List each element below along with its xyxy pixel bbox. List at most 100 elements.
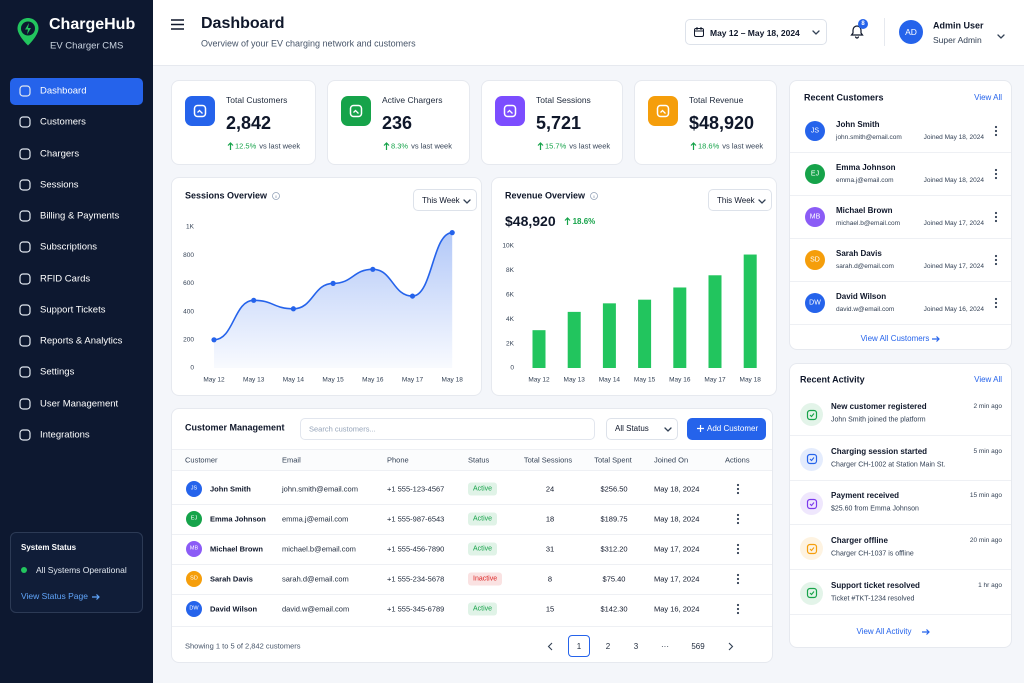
stat-icon — [648, 96, 678, 126]
data-point — [330, 280, 336, 286]
nav-item[interactable]: Chargers — [10, 140, 143, 167]
add-customer-button[interactable]: Add Customer — [687, 418, 766, 440]
x-tick-label: May 17 — [402, 377, 424, 384]
customer-avatar: EJ — [186, 511, 202, 527]
user-avatar[interactable]: AD — [899, 20, 923, 44]
nav-item[interactable]: Support Tickets — [10, 296, 143, 323]
x-tick-label: May 17 — [704, 377, 726, 384]
nav-label: Sessions — [40, 179, 79, 191]
item-actions[interactable] — [994, 211, 998, 223]
view-all-customers[interactable]: View All Customers — [860, 334, 930, 343]
nav-label: Support Tickets — [40, 304, 106, 316]
row-actions[interactable] — [736, 603, 740, 615]
nav-item[interactable]: Sessions — [10, 171, 143, 198]
nav-item[interactable]: Integrations — [10, 421, 143, 448]
icon-shape — [922, 629, 930, 635]
button-label: Add Customer — [707, 423, 759, 433]
date-chevron — [812, 30, 820, 35]
footer-arrow — [922, 629, 930, 635]
row-actions[interactable] — [736, 543, 740, 555]
row-actions[interactable] — [736, 573, 740, 585]
row-actions[interactable] — [736, 483, 740, 495]
stat-card: Total Sessions 5,721 15.7% vs last week — [481, 80, 623, 165]
page-link[interactable]: 2 — [605, 641, 611, 651]
icon-shape — [994, 176, 998, 180]
nav-label: Billing & Payments — [40, 210, 120, 222]
stat-change: 12.5% — [235, 141, 257, 151]
icon-shape — [736, 607, 740, 611]
nav-item[interactable]: Customers — [10, 109, 143, 136]
x-tick-label: May 15 — [634, 377, 656, 384]
logo — [17, 18, 39, 46]
joined-date: Joined May 16, 2024 — [923, 305, 984, 313]
nav-item[interactable]: Billing & Payments — [10, 203, 143, 230]
customer-table-card: Customer Management Search customers... Al… — [171, 408, 773, 663]
item-actions[interactable] — [994, 297, 998, 309]
avatar-initials: DW — [189, 605, 199, 612]
activity-title: Charging session started — [831, 446, 928, 456]
joined-date: Joined May 18, 2024 — [923, 176, 984, 184]
total-spent: $75.40 — [602, 574, 626, 584]
customer-avatar: EJ — [805, 164, 825, 184]
item-actions[interactable] — [994, 254, 998, 266]
bar — [743, 254, 757, 368]
status-badge: Active — [468, 542, 498, 556]
view-all-link[interactable]: View All — [974, 375, 1002, 384]
icon-shape — [463, 199, 471, 204]
avatar-initials: DW — [809, 299, 821, 307]
icon-shape — [193, 104, 207, 118]
y-tick-label: 10K — [502, 243, 514, 250]
item-actions[interactable] — [994, 125, 998, 137]
table-header-bg — [172, 449, 772, 471]
date-picker[interactable]: May 12 – May 18, 2024 — [685, 19, 827, 45]
stat-icon — [185, 96, 215, 126]
notification-badge — [858, 19, 868, 29]
status-filter[interactable]: All Status — [606, 418, 678, 440]
search-input[interactable]: Search customers... — [300, 418, 595, 440]
nav-item[interactable]: Subscriptions — [10, 234, 143, 261]
icon-shape — [690, 142, 697, 150]
icon-shape — [736, 603, 740, 607]
next-page[interactable] — [728, 642, 734, 651]
menu-button[interactable] — [171, 19, 184, 30]
icon-shape — [809, 591, 814, 596]
page-link[interactable]: 3 — [633, 641, 639, 651]
view-all-activity[interactable]: View All Activity — [856, 627, 912, 636]
stat-card: Total Revenue $48,920 18.6% vs last week — [634, 80, 777, 165]
icon-shape — [994, 262, 998, 266]
period-chevron — [463, 199, 471, 204]
customer-name: John Smith — [836, 120, 880, 129]
avatar-initials: SD — [190, 575, 198, 582]
user-role: Super Admin — [933, 34, 982, 45]
stat-value: $48,920 — [689, 113, 755, 133]
nav-item[interactable]: Reports & Analytics — [10, 328, 143, 355]
view-all-link[interactable]: View All — [974, 93, 1002, 102]
nav-item[interactable]: RFID Cards — [10, 265, 143, 292]
item-actions[interactable] — [994, 168, 998, 180]
status-link[interactable]: View Status Page — [21, 590, 88, 601]
customer-name: Sarah Davis — [210, 574, 253, 584]
nav-item[interactable]: Settings — [10, 359, 143, 386]
customer-email: david.w@email.com — [282, 604, 350, 614]
icon-shape — [932, 336, 940, 342]
prev-page[interactable] — [547, 642, 553, 651]
page-link[interactable]: 1 — [576, 641, 582, 651]
item-divider — [790, 524, 1011, 526]
chart-title: Sessions Overview — [185, 190, 268, 201]
period-dropdown[interactable]: This Week — [413, 189, 477, 211]
nav-label: Settings — [40, 366, 75, 378]
page-link[interactable]: 569 — [691, 641, 705, 651]
icon-shape — [994, 168, 998, 172]
filter-chevron — [664, 427, 672, 432]
icon-shape — [19, 116, 31, 128]
page-link[interactable]: ··· — [661, 641, 669, 651]
y-tick-label: 800 — [183, 252, 194, 259]
nav-item[interactable]: User Management — [10, 390, 143, 417]
icon-shape — [736, 611, 740, 615]
column-header: Customer — [185, 455, 218, 465]
period-dropdown[interactable]: This Week — [708, 189, 772, 211]
icon-shape — [994, 133, 998, 137]
row-actions[interactable] — [736, 513, 740, 525]
nav-item[interactable]: Dashboard — [10, 77, 143, 105]
stat-change: 18.6% — [698, 141, 720, 151]
